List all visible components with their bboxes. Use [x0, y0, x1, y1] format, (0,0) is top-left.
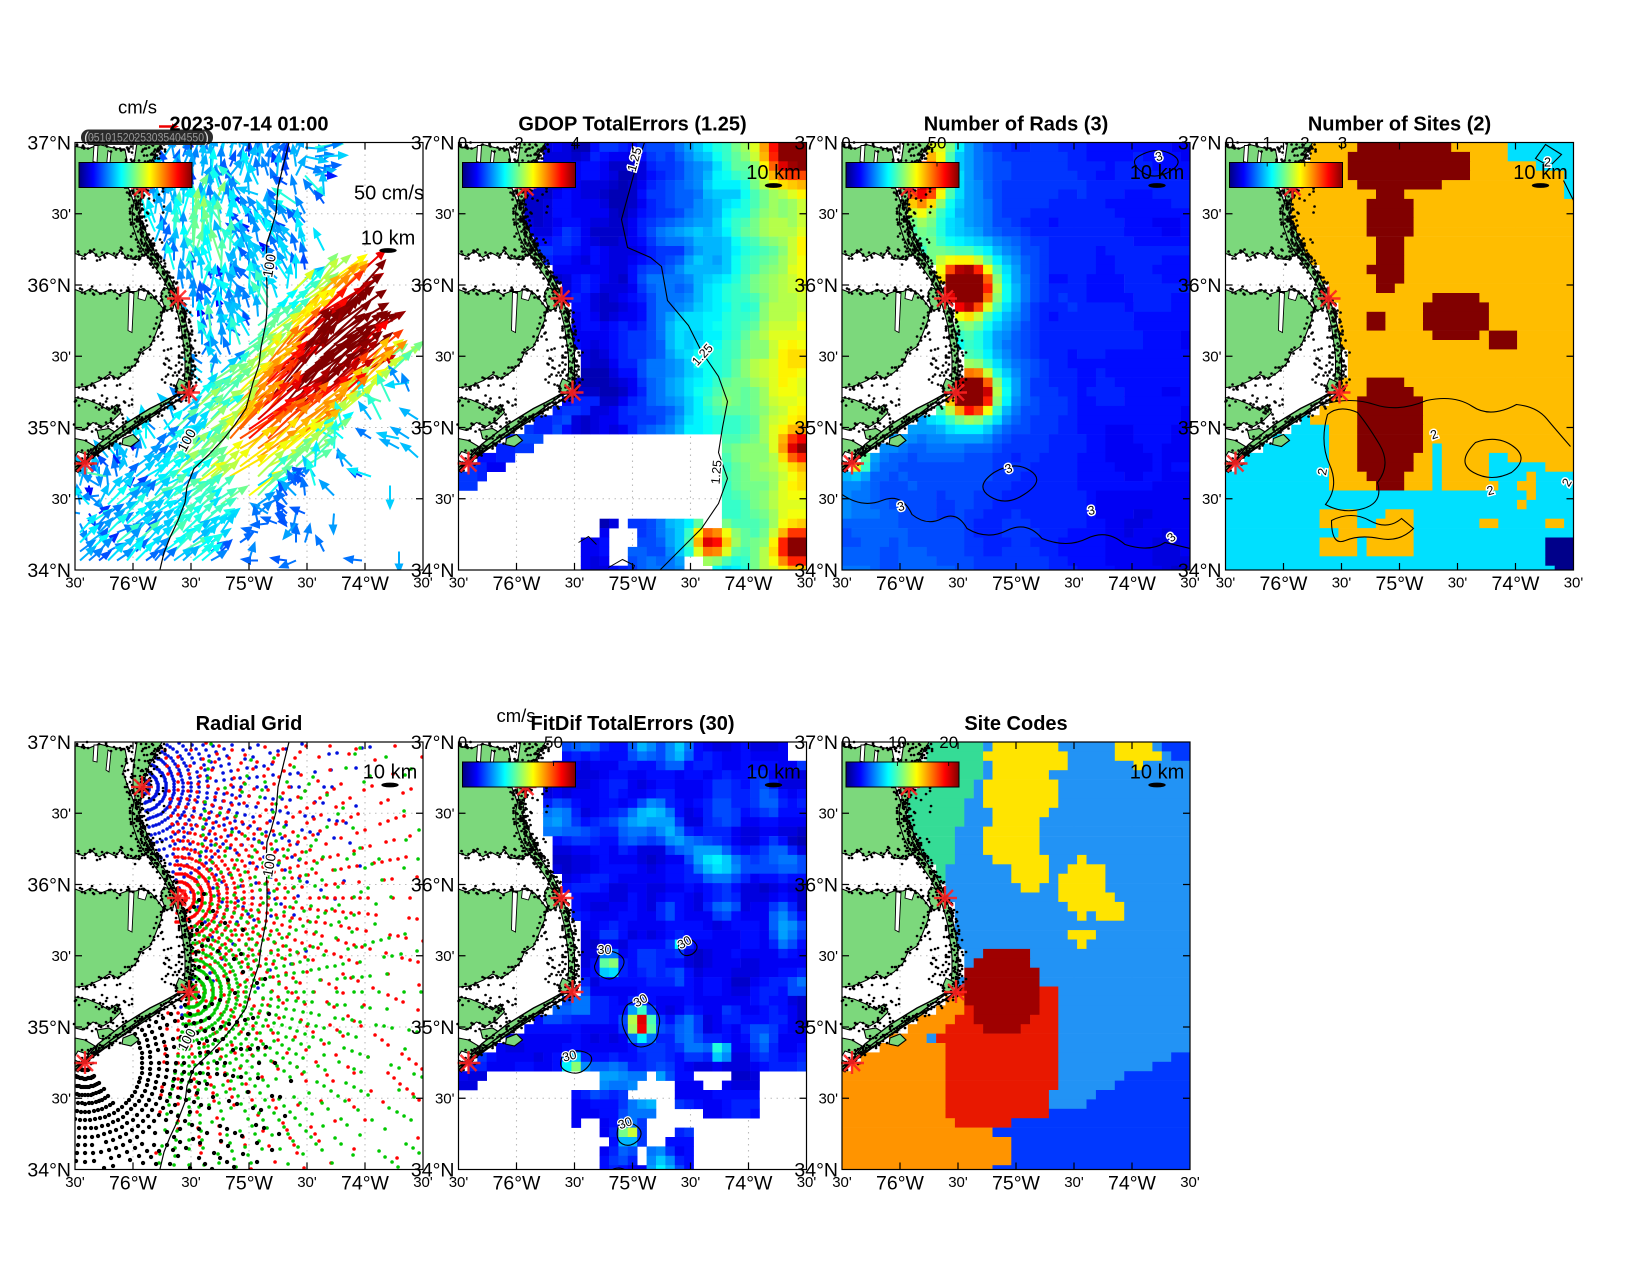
- svg-text:30: 30: [598, 943, 612, 957]
- svg-text:): ): [204, 130, 209, 147]
- svg-text:cm/s: cm/s: [497, 705, 536, 726]
- svg-text:(: (: [84, 130, 89, 147]
- svg-text:1.25: 1.25: [708, 459, 724, 485]
- svg-text:30: 30: [561, 1048, 578, 1065]
- svg-text:1.25: 1.25: [625, 146, 645, 173]
- svg-text:cm/s: cm/s: [118, 97, 157, 118]
- svg-text:FitDif TotalErrors (30): FitDif TotalErrors (30): [530, 713, 734, 735]
- svg-text:05101520253035404550: 05101520253035404550: [88, 131, 204, 145]
- svg-text:30: 30: [616, 1114, 634, 1132]
- svg-text:Number of Sites (2): Number of Sites (2): [1308, 114, 1491, 136]
- svg-text:Number of Rads (3): Number of Rads (3): [924, 114, 1108, 136]
- svg-text:10 km: 10 km: [361, 228, 415, 250]
- svg-text:Site Codes: Site Codes: [964, 713, 1067, 735]
- svg-text:GDOP TotalErrors (1.25): GDOP TotalErrors (1.25): [518, 114, 746, 136]
- svg-text:Radial Grid: Radial Grid: [196, 713, 303, 735]
- svg-text:50 cm/s: 50 cm/s: [354, 183, 424, 205]
- svg-text:2023-07-14 01:00: 2023-07-14 01:00: [169, 114, 328, 136]
